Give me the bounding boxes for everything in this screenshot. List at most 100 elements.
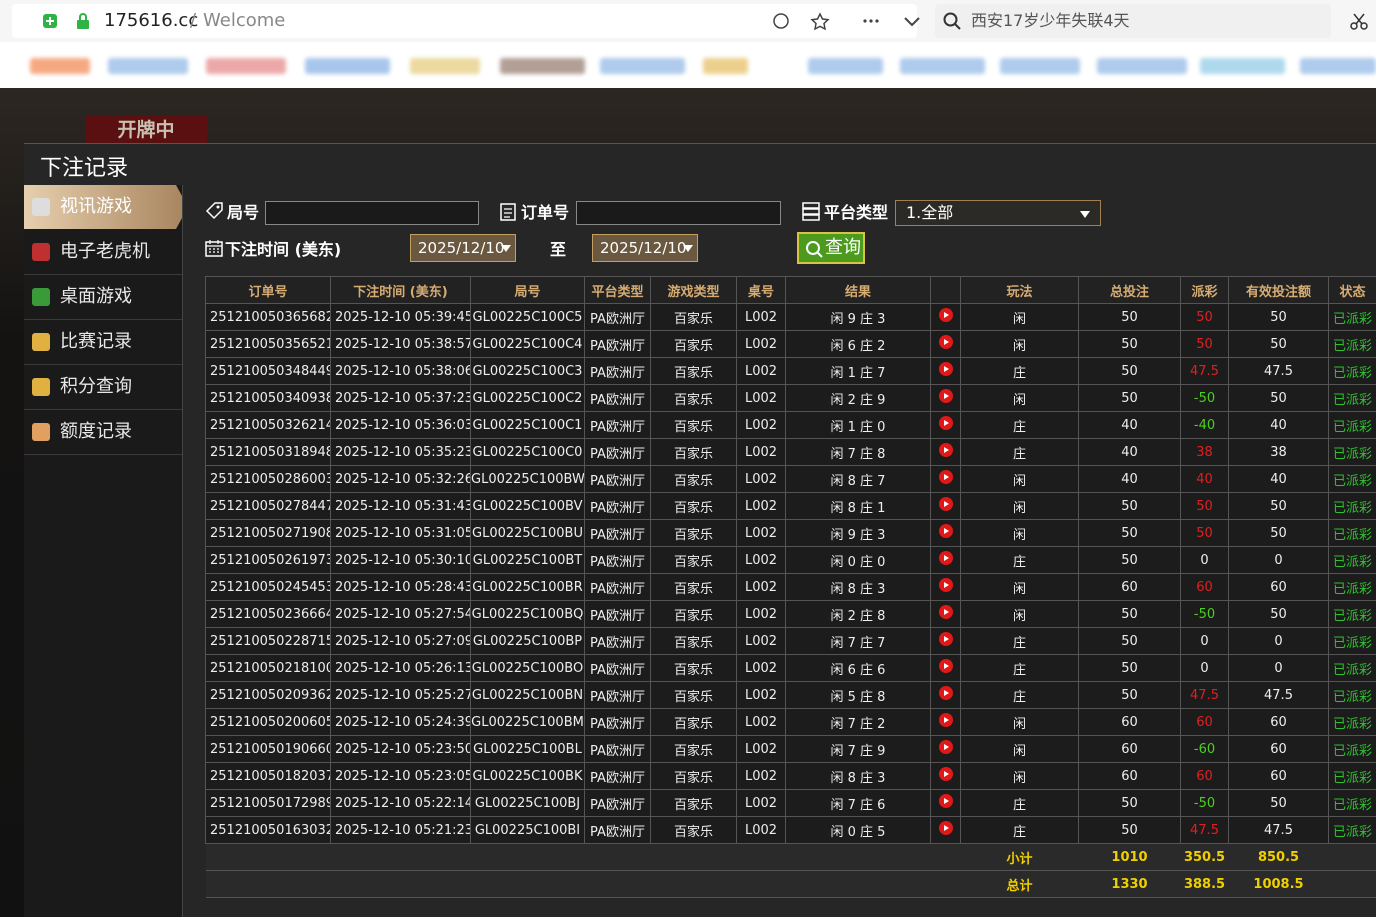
menu-item[interactable]: 电子老虎机 bbox=[24, 230, 182, 275]
status: 已派彩 bbox=[1328, 546, 1376, 574]
order-id: 251210050348449 bbox=[205, 357, 331, 385]
bet-record-dialog: 下注记录 视讯游戏 电子老虎机 桌面游戏 比赛记录 积分查询 额度记录 局号 订单号 平台… bbox=[24, 143, 1376, 917]
order-id: 251210050200605 bbox=[205, 708, 331, 736]
bet-time: 2025-12-10 05:21:23 bbox=[330, 816, 471, 844]
query-button[interactable]: 查询 bbox=[797, 232, 865, 264]
play: 庄 bbox=[960, 411, 1079, 439]
bet-row: 251210050218100 2025-12-10 05:26:13 GL0022… bbox=[205, 654, 1376, 682]
play-icon[interactable] bbox=[938, 416, 953, 430]
play-icon[interactable] bbox=[938, 308, 953, 322]
play-icon[interactable] bbox=[938, 551, 953, 565]
play-icon[interactable] bbox=[938, 713, 953, 727]
result: 闲 9 庄 3 bbox=[785, 519, 931, 547]
result: 闲 1 庄 7 bbox=[785, 357, 931, 385]
play-icon[interactable] bbox=[938, 335, 953, 349]
play-icon[interactable] bbox=[938, 740, 953, 754]
play-icon[interactable] bbox=[938, 686, 953, 700]
bet-row: 251210050236664 2025-12-10 05:27:54 GL0022… bbox=[205, 600, 1376, 628]
menu-item[interactable]: 积分查询 bbox=[24, 365, 182, 410]
table-id: L002 bbox=[736, 681, 786, 709]
menu-item[interactable]: 视讯游戏 bbox=[24, 185, 182, 229]
platform: PA欧洲厅 bbox=[584, 762, 651, 790]
valid-bet: 0 bbox=[1228, 627, 1329, 655]
date-to[interactable]: 2025/12/10 bbox=[592, 234, 698, 262]
play-icon[interactable] bbox=[938, 794, 953, 808]
order-label: 订单号 bbox=[521, 203, 570, 222]
platform-select[interactable]: 1.全部 bbox=[895, 200, 1101, 226]
menu-item[interactable]: 比赛记录 bbox=[24, 320, 182, 365]
replay-cell bbox=[930, 735, 961, 763]
replay-cell bbox=[930, 600, 961, 628]
empty-cell bbox=[470, 843, 585, 871]
game-type: 百家乐 bbox=[650, 438, 737, 466]
order-input[interactable] bbox=[576, 201, 781, 225]
play-icon[interactable] bbox=[938, 470, 953, 484]
subtotal-valid: 850.5 bbox=[1228, 843, 1329, 871]
column-header: 玩法 bbox=[960, 276, 1079, 304]
time-label: 下注时间 (美东) bbox=[225, 240, 342, 259]
play: 闲 bbox=[960, 600, 1079, 628]
date-from[interactable]: 2025/12/10 bbox=[410, 234, 516, 262]
play-icon[interactable] bbox=[938, 767, 953, 781]
scissors-icon[interactable] bbox=[1350, 12, 1368, 30]
play-icon[interactable] bbox=[938, 659, 953, 673]
platform: PA欧洲厅 bbox=[584, 438, 651, 466]
bet-time: 2025-12-10 05:22:14 bbox=[330, 789, 471, 817]
bet-row: 251210050271908 2025-12-10 05:31:05 GL0022… bbox=[205, 519, 1376, 547]
play-icon[interactable] bbox=[938, 362, 953, 376]
play-icon[interactable] bbox=[938, 524, 953, 538]
bet-time: 2025-12-10 05:31:05 bbox=[330, 519, 471, 547]
platform: PA欧洲厅 bbox=[584, 600, 651, 628]
game-type: 百家乐 bbox=[650, 573, 737, 601]
to-label: 至 bbox=[550, 240, 567, 259]
toolbar-icons[interactable] bbox=[772, 12, 922, 30]
status: 已派彩 bbox=[1328, 303, 1376, 331]
column-header: 有效投注额 bbox=[1228, 276, 1329, 304]
bet-time: 2025-12-10 05:36:03 bbox=[330, 411, 471, 439]
bet-row: 251210050245453 2025-12-10 05:28:43 GL0022… bbox=[205, 573, 1376, 601]
game-type: 百家乐 bbox=[650, 627, 737, 655]
search-box[interactable]: 西安17岁少年失联4天 bbox=[935, 4, 1331, 38]
play: 庄 bbox=[960, 438, 1079, 466]
table-id: L002 bbox=[736, 627, 786, 655]
address-bar[interactable]: 175616.cc / Welcome bbox=[12, 4, 920, 38]
play-icon[interactable] bbox=[938, 443, 953, 457]
search-text: 西安17岁少年失联4天 bbox=[971, 11, 1130, 30]
play-icon[interactable] bbox=[938, 632, 953, 646]
total-bet: 50 bbox=[1078, 546, 1181, 574]
bet-time: 2025-12-10 05:27:54 bbox=[330, 600, 471, 628]
game-type: 百家乐 bbox=[650, 519, 737, 547]
payout: 0 bbox=[1180, 546, 1229, 574]
replay-cell bbox=[930, 519, 961, 547]
total-bet: 50 bbox=[1078, 681, 1181, 709]
menu-label: 额度记录 bbox=[60, 421, 132, 442]
payout: 60 bbox=[1180, 573, 1229, 601]
column-header: 局号 bbox=[470, 276, 585, 304]
total-bet: 50 bbox=[1078, 330, 1181, 358]
order-id: 251210050236664 bbox=[205, 600, 331, 628]
table-id: L002 bbox=[736, 762, 786, 790]
menu-item[interactable]: 额度记录 bbox=[24, 410, 182, 455]
play-icon[interactable] bbox=[938, 821, 953, 835]
game-type: 百家乐 bbox=[650, 357, 737, 385]
bet-row: 251210050209362 2025-12-10 05:25:27 GL0022… bbox=[205, 681, 1376, 709]
platform: PA欧洲厅 bbox=[584, 357, 651, 385]
url-separator: / bbox=[190, 10, 197, 31]
empty-cell bbox=[650, 843, 737, 871]
order-id: 251210050365682 bbox=[205, 303, 331, 331]
play-icon[interactable] bbox=[938, 578, 953, 592]
round-input[interactable] bbox=[265, 201, 479, 225]
result: 闲 9 庄 3 bbox=[785, 303, 931, 331]
play-icon[interactable] bbox=[938, 497, 953, 511]
play: 闲 bbox=[960, 303, 1079, 331]
play-icon[interactable] bbox=[938, 389, 953, 403]
status: 已派彩 bbox=[1328, 600, 1376, 628]
menu-label: 比赛记录 bbox=[60, 331, 132, 352]
menu-item[interactable]: 桌面游戏 bbox=[24, 275, 182, 320]
empty-cell bbox=[785, 870, 931, 898]
bet-table: 订单号 下注时间 (美东) 局号 平台类型 游戏类型 桌号 结果 玩法 总投注 派彩 有效投注额 状态… bbox=[205, 276, 1376, 898]
total-bet: 60 bbox=[1078, 735, 1181, 763]
url-host: 175616.cc bbox=[104, 10, 199, 31]
play-icon[interactable] bbox=[938, 605, 953, 619]
